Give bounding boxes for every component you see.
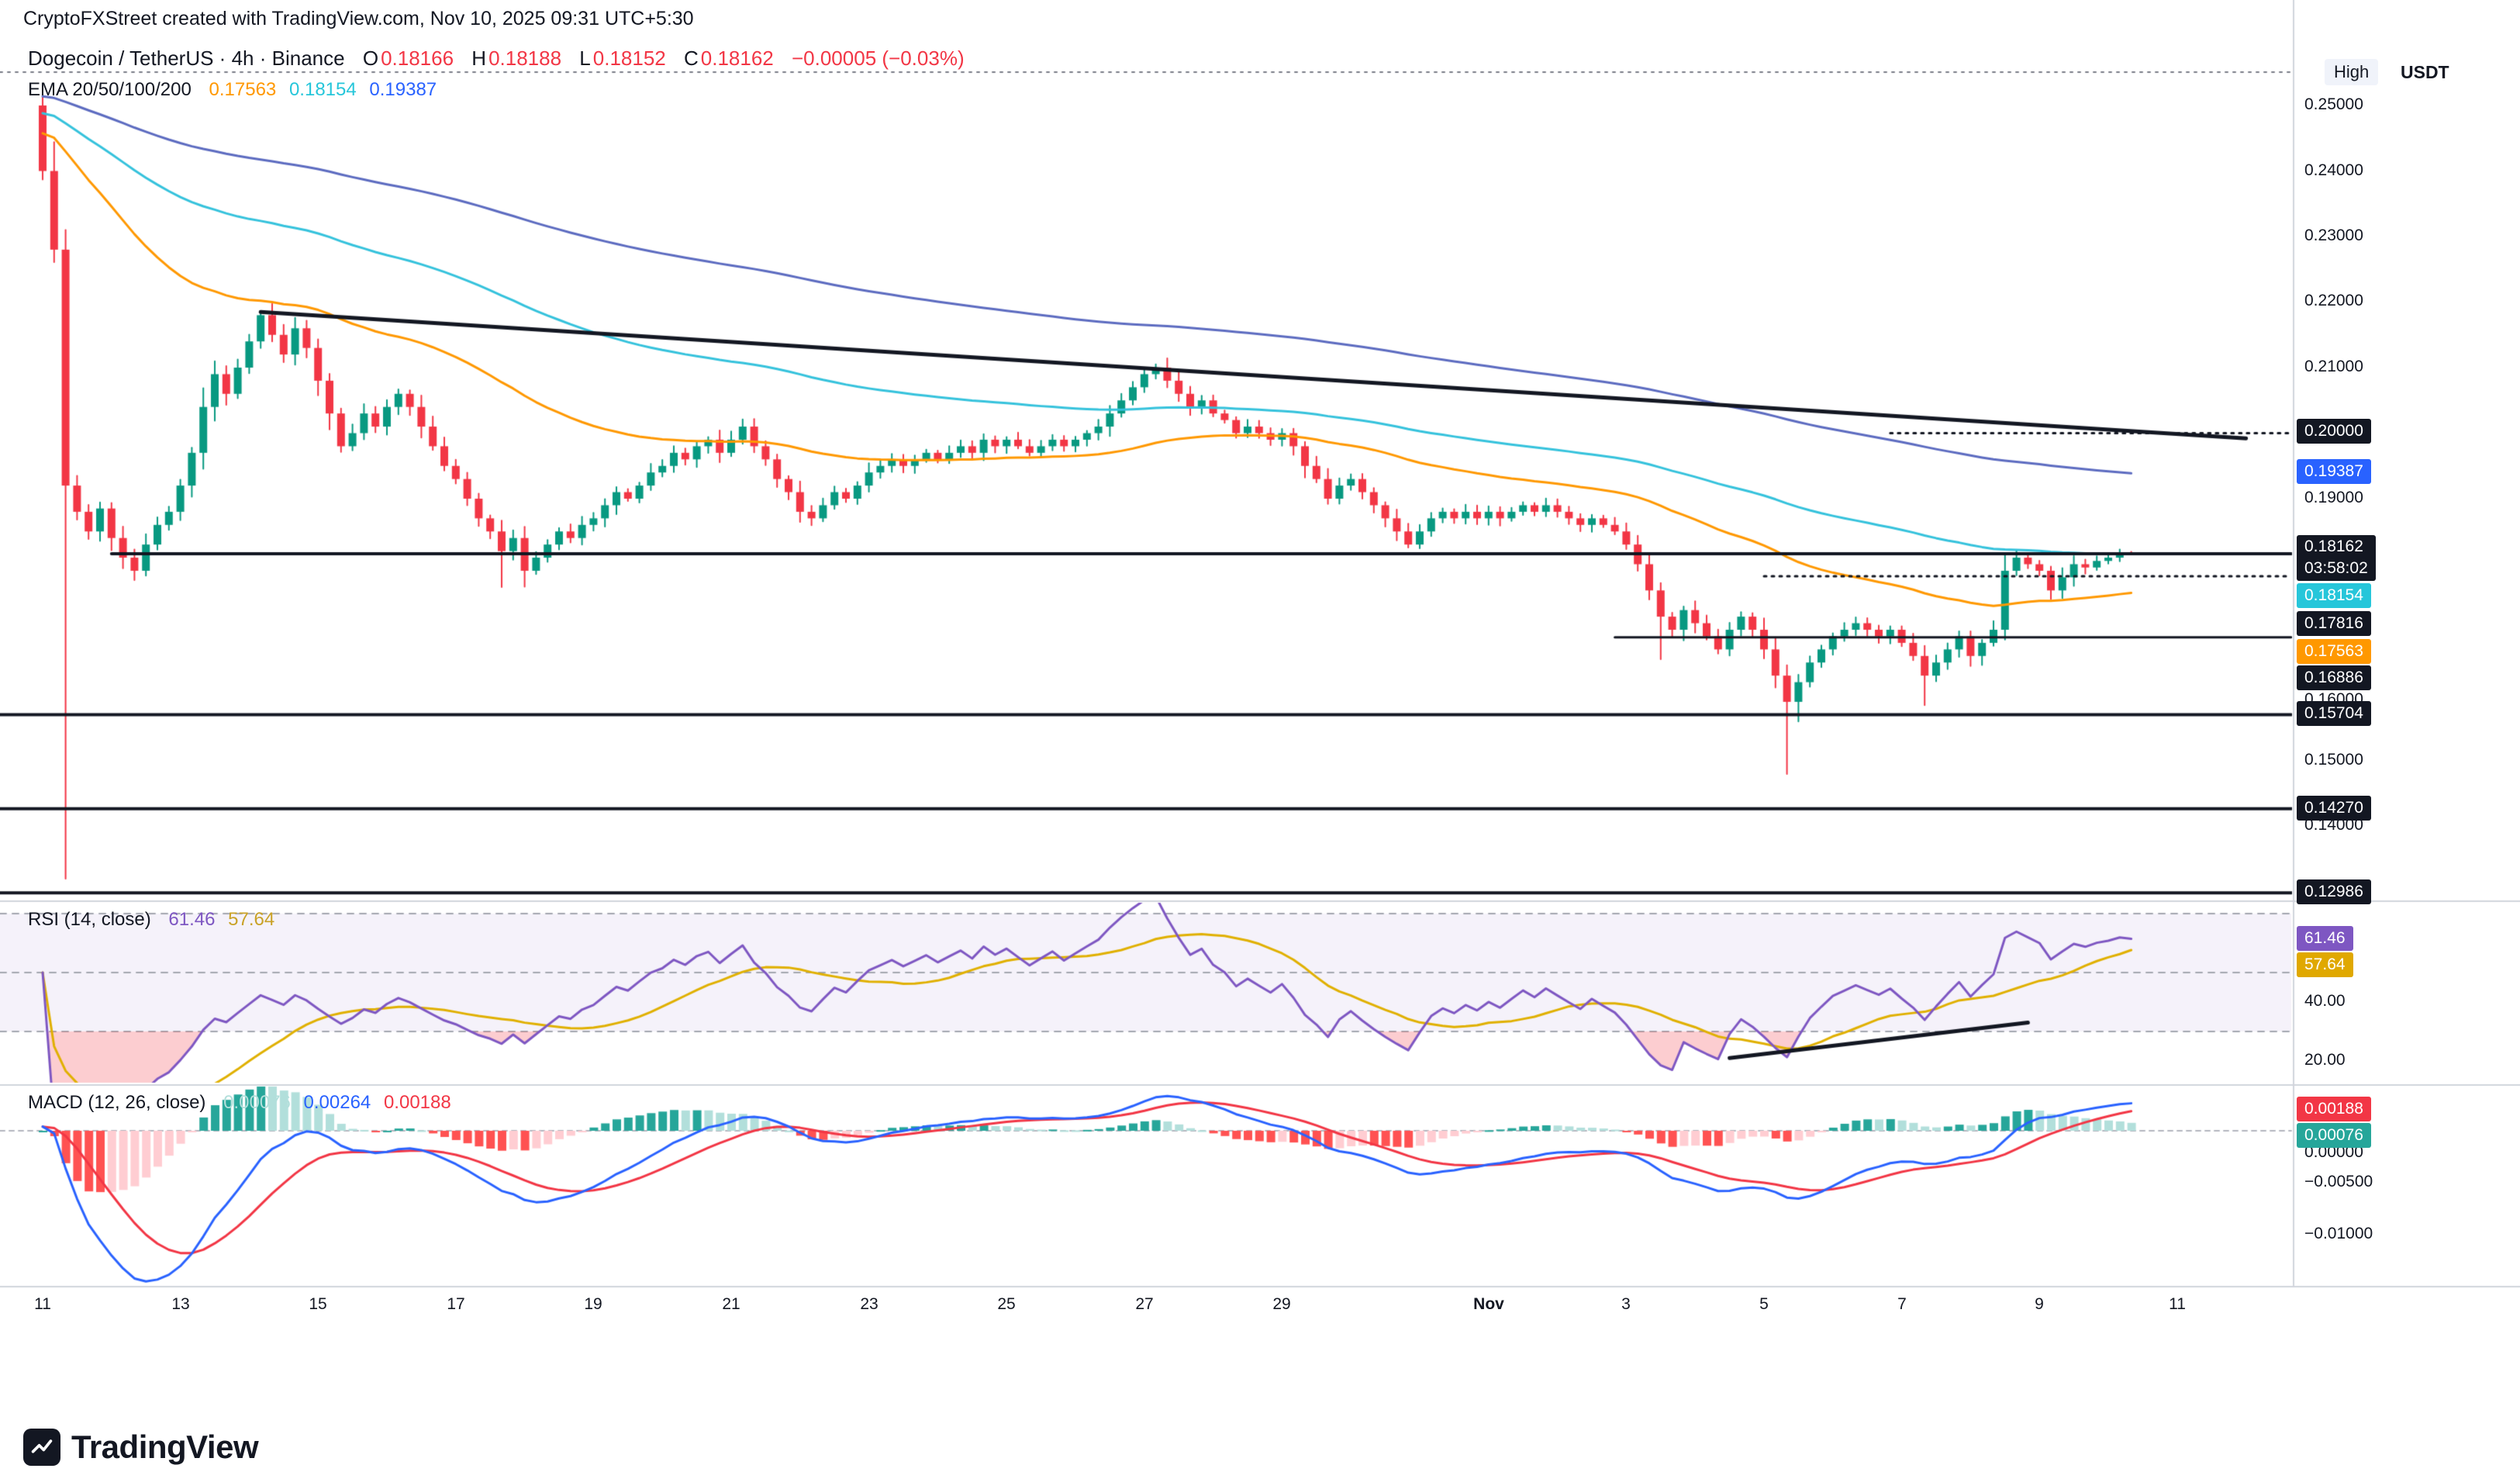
time-axis-label[interactable]: 3 [1621, 1295, 1631, 1313]
tradingview-logo-icon [23, 1429, 60, 1466]
time-axis-label[interactable]: 29 [1272, 1295, 1291, 1313]
symbol-exchange: Binance [271, 47, 345, 70]
price-axis-tick[interactable]: 0.25000 [2304, 95, 2363, 113]
macd-hist-badge: 0.00076 [2297, 1123, 2371, 1148]
close-value: 0.18162 [700, 47, 774, 70]
candle-countdown: 03:58:02 [2304, 559, 2368, 577]
macd-axis-tick[interactable]: −0.01000 [2304, 1225, 2373, 1242]
last-price-badge: 0.18162 03:58:02 [2297, 535, 2376, 581]
time-axis-label[interactable]: 19 [584, 1295, 602, 1313]
level-badge-020000: 0.20000 [2297, 419, 2371, 444]
macd-signal-value: 0.00188 [383, 1092, 451, 1113]
open-value: 0.18166 [381, 47, 454, 70]
macd-axis-tick[interactable]: −0.00500 [2304, 1173, 2373, 1190]
symbol-interval[interactable]: 4h [231, 47, 254, 70]
time-axis-label[interactable]: 5 [1759, 1295, 1769, 1313]
level-badge-014270: 0.14270 [2297, 796, 2371, 821]
rsi-ma-badge: 57.64 [2297, 952, 2353, 977]
time-axis-label[interactable]: 27 [1135, 1295, 1154, 1313]
ema200-badge: 0.19387 [2297, 459, 2371, 484]
ohlc-close: C 0.18162 [684, 47, 774, 70]
time-axis-label[interactable]: 13 [171, 1295, 190, 1313]
rsi-legend[interactable]: RSI (14, close) 61.46 57.64 [28, 909, 282, 931]
ohlc-low: L 0.18152 [579, 47, 665, 70]
tradingview-logo[interactable]: TradingView [23, 1429, 259, 1466]
price-axis-tick[interactable]: 0.15000 [2304, 751, 2363, 769]
macd-signal-badge: 0.00188 [2297, 1097, 2371, 1121]
axis-currency-label[interactable]: USDT [2401, 62, 2449, 82]
ema100-value: 0.18154 [288, 79, 357, 100]
price-axis-tick[interactable]: 0.19000 [2304, 489, 2363, 506]
price-axis-tick[interactable]: 0.23000 [2304, 226, 2363, 244]
level-badge-016886: 0.16886 [2297, 665, 2371, 690]
rsi-legend-label[interactable]: RSI (14, close) [28, 909, 151, 930]
open-label: O [362, 47, 379, 70]
level-badge-012986: 0.12986 [2297, 879, 2371, 904]
time-axis-label[interactable]: 17 [447, 1295, 465, 1313]
ohlc-high: H 0.18188 [471, 47, 561, 70]
macd-hist-value: 0.00076 [223, 1092, 291, 1113]
price-axis-tick[interactable]: 0.21000 [2304, 358, 2363, 375]
time-axis-label[interactable]: 7 [1897, 1295, 1907, 1313]
ema50-badge: 0.17563 [2297, 639, 2371, 664]
ema50-value: 0.17563 [209, 79, 277, 100]
time-axis-label[interactable]: 23 [860, 1295, 879, 1313]
time-axis-label[interactable]: 21 [722, 1295, 740, 1313]
change-value: −0.00005 (−0.03%) [791, 47, 965, 70]
legend-separator: · [219, 47, 226, 70]
time-axis-label[interactable]: 9 [2035, 1295, 2044, 1313]
symbol-name[interactable]: Dogecoin / TetherUS [28, 47, 214, 70]
chart-line-icon [31, 1439, 53, 1453]
rsi-badge: 61.46 [2297, 926, 2353, 951]
time-axis-label-month[interactable]: Nov [1473, 1295, 1504, 1313]
low-label: L [579, 47, 591, 70]
macd-line-value: 0.00264 [303, 1092, 371, 1113]
time-axis-label[interactable]: 25 [997, 1295, 1016, 1313]
ema-legend-label[interactable]: EMA 20/50/100/200 [28, 79, 192, 100]
level-badge-015704: 0.15704 [2297, 701, 2371, 726]
rsi-ma-value: 57.64 [228, 909, 275, 930]
ohlc-open: O 0.18166 [363, 47, 454, 70]
high-label: H [471, 47, 487, 70]
ema-legend[interactable]: EMA 20/50/100/200 0.17563 0.18154 0.1938… [28, 79, 444, 101]
rsi-value: 61.46 [168, 909, 216, 930]
macd-legend[interactable]: MACD (12, 26, close) 0.00076 0.00264 0.0… [28, 1092, 459, 1114]
price-axis-tick[interactable]: 0.24000 [2304, 161, 2363, 179]
rsi-axis-tick[interactable]: 20.00 [2304, 1051, 2346, 1069]
low-value: 0.18152 [592, 47, 666, 70]
high-marker-label: High [2325, 59, 2379, 85]
symbol-title[interactable]: Dogecoin / TetherUS · 4h · Binance [28, 47, 345, 70]
close-label: C [683, 47, 699, 70]
ema100-badge: 0.18154 [2297, 583, 2371, 608]
time-axis-label[interactable]: 15 [309, 1295, 327, 1313]
time-axis-label[interactable]: 11 [34, 1295, 51, 1313]
tradingview-wordmark: TradingView [71, 1429, 259, 1465]
price-axis-tick[interactable]: 0.22000 [2304, 292, 2363, 309]
high-value: 0.18188 [488, 47, 562, 70]
legend-separator: · [259, 47, 267, 70]
last-price-value: 0.18162 [2304, 537, 2363, 555]
ema200-value: 0.19387 [369, 79, 437, 100]
credit-text: CryptoFXStreet created with TradingView.… [23, 8, 694, 29]
macd-legend-label[interactable]: MACD (12, 26, close) [28, 1092, 206, 1113]
level-badge-017816: 0.17816 [2297, 611, 2371, 636]
rsi-axis-tick[interactable]: 40.00 [2304, 992, 2346, 1010]
time-axis-label[interactable]: 11 [2169, 1295, 2186, 1313]
symbol-legend[interactable]: Dogecoin / TetherUS · 4h · Binance O 0.18… [28, 47, 965, 71]
